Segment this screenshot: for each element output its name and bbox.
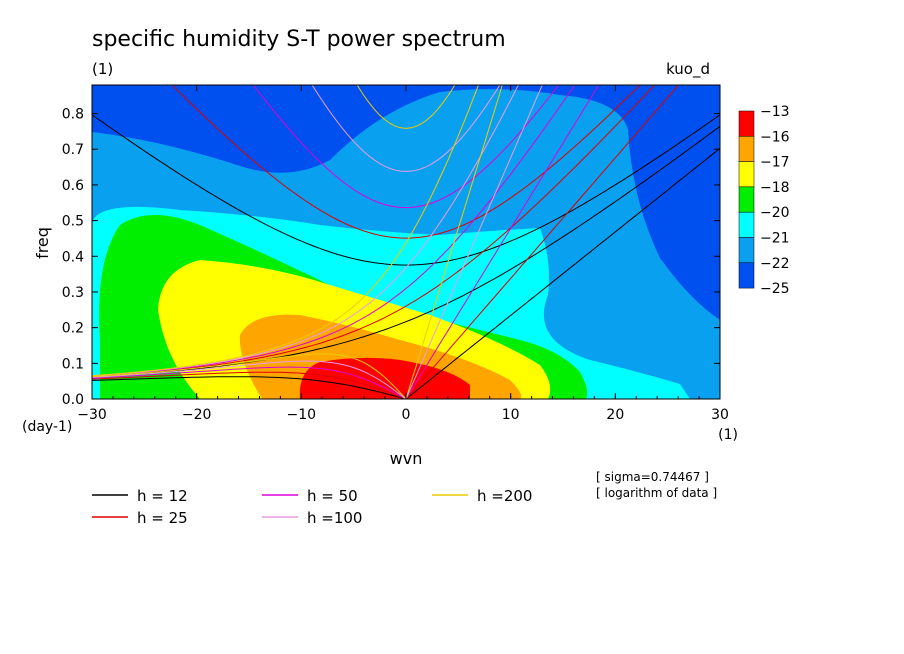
dispersion-curve-h12	[92, 376, 407, 399]
dispersion-curve-h100	[405, 85, 543, 399]
sigma-note: [ sigma=0.74467 ]	[596, 470, 709, 484]
colorbar-label: −17	[760, 155, 790, 171]
dispersion-curve-h50	[92, 85, 576, 377]
subtitle-unit: (1)	[92, 60, 113, 78]
colorbar-swatch	[738, 136, 755, 162]
dispersion-curve-h100	[92, 360, 407, 399]
x-tick-label: 30	[711, 407, 729, 423]
dispersion-curve-h50	[405, 85, 600, 399]
dispersion-curve-h100	[311, 85, 501, 172]
colorbar-label: −22	[760, 256, 790, 272]
colorbar-swatch	[738, 186, 755, 213]
colorbar-swatch	[738, 161, 755, 188]
legend-label: h =200	[477, 487, 532, 505]
legend-label: h =100	[307, 509, 362, 527]
y-tick-label: 0.1	[62, 356, 84, 372]
dispersion-curve-h200	[356, 85, 456, 129]
subtitle-case: kuo_d	[666, 60, 710, 79]
dispersion-curve-h12	[92, 114, 720, 266]
dispersion-curve-h200	[92, 85, 480, 377]
x-unit-label: (1)	[718, 427, 738, 443]
colorbar-swatch	[738, 237, 755, 264]
dispersion-curve-h12	[92, 125, 720, 378]
colorbar-swatch	[738, 211, 755, 238]
legend-label: h = 50	[307, 487, 358, 505]
x-axis-title: wvn	[390, 449, 423, 468]
dispersion-curve-h25	[92, 85, 656, 377]
colorbar-label: −18	[760, 180, 790, 196]
legend-label: h = 12	[137, 487, 188, 505]
y-axis-title: freq	[33, 227, 52, 259]
dispersion-curves	[92, 85, 720, 399]
dispersion-curve-h200	[405, 85, 503, 399]
y-unit-label: (day-1)	[22, 419, 72, 435]
x-tick-label: 10	[502, 407, 520, 423]
y-axis: 0.0 0.1 0.2 0.3 0.4 0.5 0.6 0.7 0.8	[62, 107, 720, 408]
colorbar-swatch	[738, 110, 755, 137]
y-tick-label: 0.0	[62, 392, 84, 408]
y-tick-label: 0.6	[62, 178, 84, 194]
y-tick-label: 0.5	[62, 214, 84, 230]
chart-title: specific humidity S-T power spectrum	[92, 27, 506, 52]
x-tick-label: −20	[182, 407, 212, 423]
dispersion-curve-h25	[171, 85, 641, 239]
colorbar-label: −13	[760, 104, 790, 120]
log-note: [ logarithm of data ]	[596, 486, 717, 500]
colorbar-label: −25	[760, 281, 790, 297]
colorbar-label: −16	[760, 129, 790, 145]
y-tick-label: 0.2	[62, 321, 84, 337]
x-tick-label: −30	[77, 407, 107, 423]
dispersion-curve-h100	[92, 85, 519, 377]
plot-area	[92, 85, 720, 399]
y-tick-label: 0.3	[62, 285, 84, 301]
legend: h = 12 h = 25 h = 50 h =100 h =200	[92, 487, 532, 527]
dispersion-curve-h25	[92, 371, 407, 399]
y-tick-label: 0.7	[62, 142, 84, 158]
colorbar-label: −20	[760, 205, 790, 221]
x-tick-label: 20	[606, 407, 624, 423]
legend-label: h = 25	[137, 509, 188, 527]
dispersion-curve-h50	[252, 85, 560, 209]
colorbar-swatch	[738, 262, 755, 289]
dispersion-curve-h200	[92, 353, 407, 399]
colorbar-label: −21	[760, 231, 790, 247]
x-tick-label: −10	[287, 407, 317, 423]
y-tick-label: 0.4	[62, 249, 84, 265]
x-axis: −30 −20 −10 0 10 20 30	[77, 85, 729, 423]
contour-fills	[92, 85, 720, 399]
y-tick-label: 0.8	[62, 107, 84, 123]
x-tick-label: 0	[402, 407, 411, 423]
dispersion-curve-h50	[92, 366, 407, 399]
dispersion-curve-h12	[405, 147, 720, 399]
colorbar: −13 −16 −17 −18 −20 −21 −22 −25	[738, 104, 790, 297]
contour-level-13-16	[299, 357, 470, 399]
dispersion-curve-h25	[405, 85, 680, 399]
